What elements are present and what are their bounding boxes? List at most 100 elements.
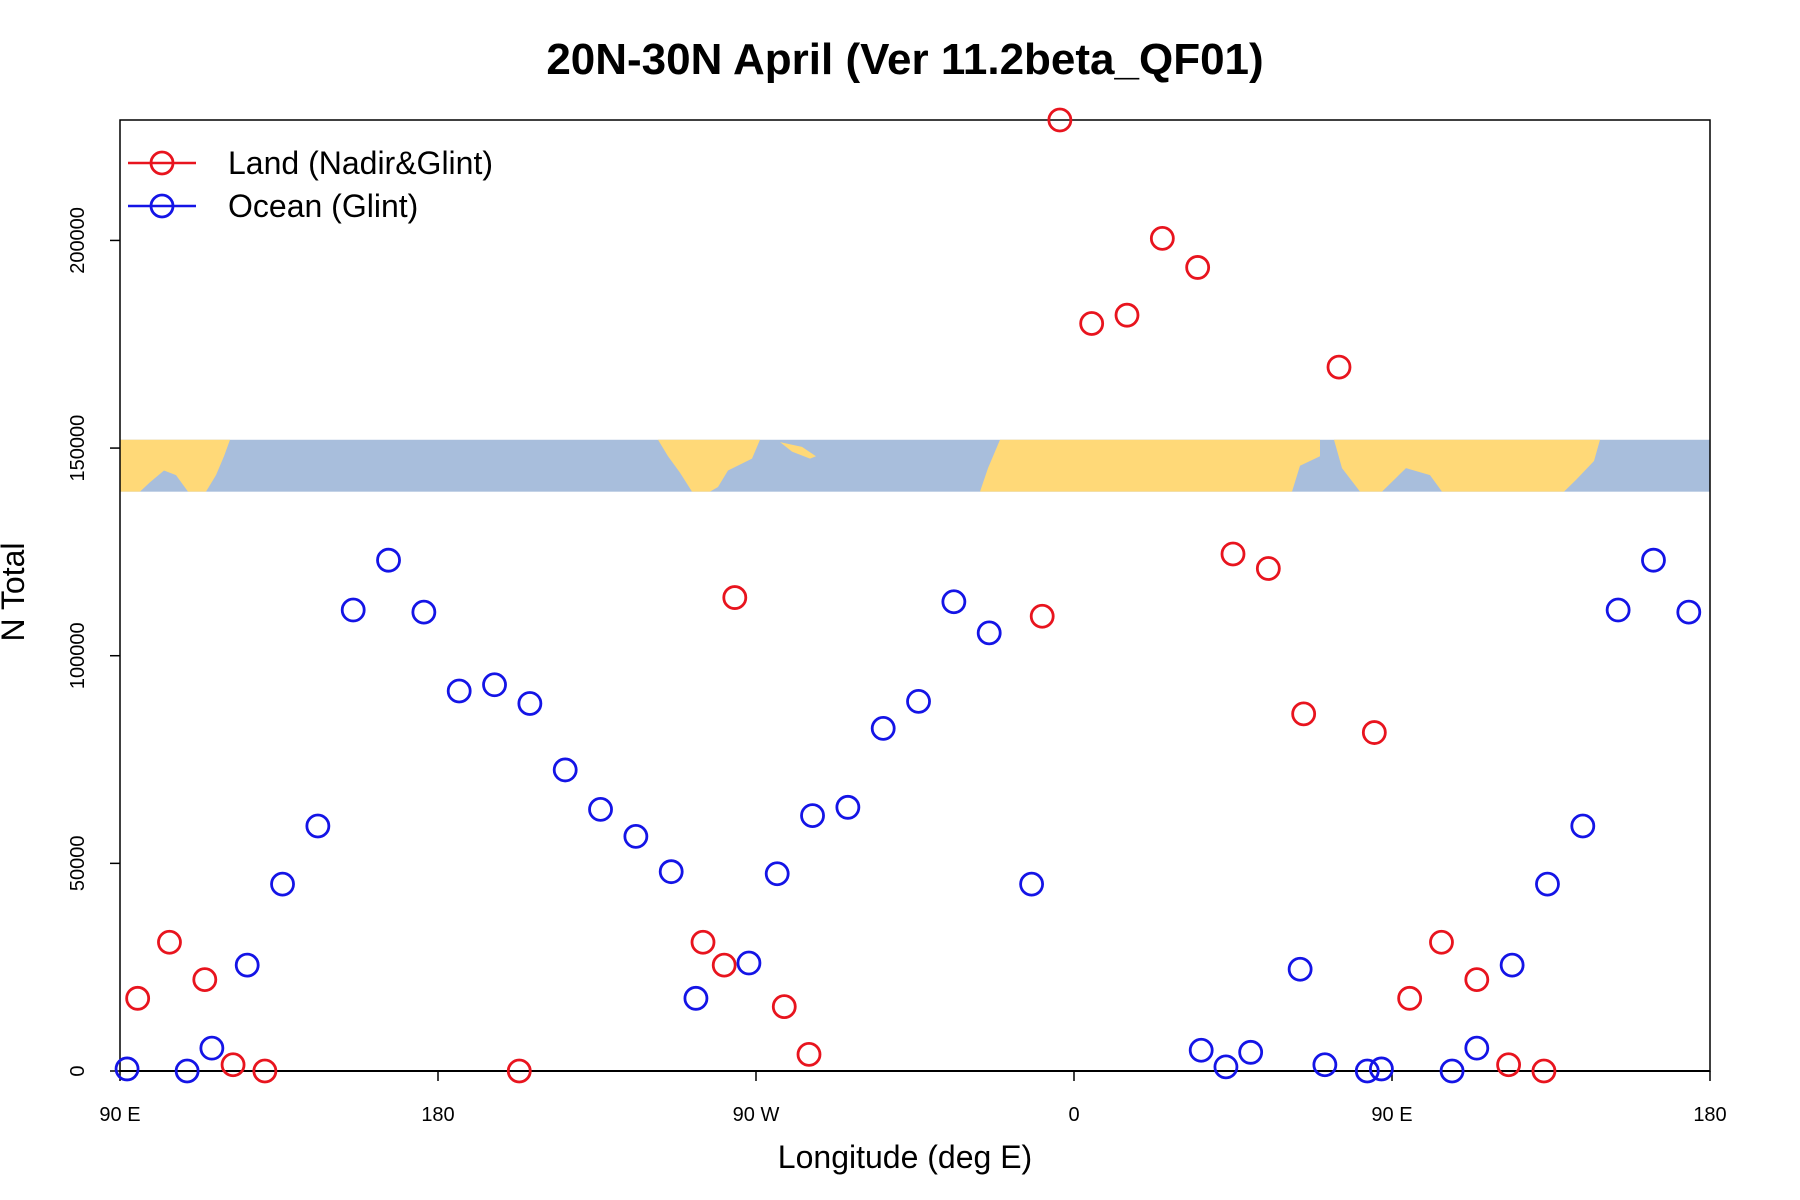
y-tick-label: 150000: [67, 415, 89, 482]
x-tick-label: 90 E: [1371, 1104, 1412, 1126]
map-land: [120, 439, 1600, 492]
legend-land-label: Land (Nadir&Glint): [228, 145, 493, 181]
ocean-point: [1499, 952, 1525, 978]
x-tick-label: 180: [1693, 1104, 1726, 1126]
land-point: [125, 985, 151, 1011]
legend: Land (Nadir&Glint) Ocean (Glint): [128, 145, 493, 224]
x-axis: 90 E 180 90 W 0 90 E 180: [99, 1071, 1727, 1126]
x-tick-label: 180: [421, 1104, 454, 1126]
land-point: [252, 1058, 278, 1084]
ocean-point: [658, 859, 684, 885]
ocean-point: [1439, 1058, 1465, 1084]
land-point: [1029, 603, 1055, 629]
land-point: [1397, 985, 1423, 1011]
land-arabia-india: [1334, 439, 1600, 492]
land-point: [1149, 225, 1175, 251]
ocean-point: [941, 589, 967, 615]
legend-entry-land: Land (Nadir&Glint): [128, 145, 493, 181]
land-point: [192, 967, 218, 993]
ocean-point: [800, 803, 825, 829]
ocean-point: [623, 823, 649, 849]
land-asia-west: [120, 439, 230, 492]
ocean-point: [1570, 813, 1596, 839]
series-ocean: [114, 547, 1702, 1084]
land-point: [1291, 701, 1317, 727]
ocean-point: [1354, 1058, 1380, 1084]
ocean-point: [305, 813, 331, 839]
land-point: [1429, 929, 1454, 955]
ocean-point: [1676, 599, 1702, 625]
ocean-point: [835, 794, 861, 820]
y-axis-label: N Total: [0, 542, 31, 641]
ocean-point: [736, 950, 762, 976]
land-point: [220, 1052, 246, 1078]
legend-land-marker: [149, 150, 175, 176]
ocean-point: [552, 757, 578, 783]
y-axis: 0 50000 100000 150000 200000: [67, 207, 120, 1077]
x-tick-label: 90 E: [99, 1104, 140, 1126]
land-point: [796, 1041, 822, 1067]
plot-frame: [119, 119, 1711, 1072]
ocean-point: [1641, 547, 1666, 573]
ocean-point: [764, 861, 790, 887]
legend-ocean-marker: [149, 193, 175, 219]
ocean-point: [870, 715, 896, 741]
x-tick-label: 90 W: [733, 1104, 780, 1126]
land-point: [1361, 720, 1387, 745]
ocean-point: [446, 678, 472, 704]
land-point: [771, 994, 797, 1020]
ocean-point: [1312, 1052, 1338, 1078]
land-point: [722, 585, 748, 610]
ocean-point: [906, 688, 931, 714]
ocean-point: [1188, 1037, 1214, 1063]
land-point: [1496, 1052, 1521, 1078]
land-point: [1255, 556, 1281, 581]
legend-entry-ocean: Ocean (Glint): [128, 188, 418, 224]
land-point: [506, 1058, 532, 1084]
land-africa: [980, 439, 1320, 492]
y-tick-label: 50000: [67, 836, 89, 892]
x-tick-label: 0: [1068, 1104, 1079, 1126]
ocean-point: [1605, 597, 1631, 623]
x-axis-label: Longitude (deg E): [778, 1139, 1032, 1175]
ocean-point: [683, 985, 709, 1011]
ocean-point: [199, 1035, 225, 1061]
land-north-america: [658, 439, 760, 492]
land-point: [1326, 354, 1352, 380]
ocean-point: [1369, 1056, 1394, 1082]
ocean-point: [270, 871, 295, 897]
ocean-point: [411, 599, 437, 625]
ocean-point: [340, 597, 366, 623]
ocean-point: [1238, 1039, 1264, 1065]
ocean-point: [1019, 871, 1044, 897]
ocean-point: [234, 952, 260, 978]
ocean-point: [1464, 1035, 1490, 1061]
ocean-point: [114, 1056, 140, 1082]
land-point: [1079, 311, 1105, 336]
ocean-point: [1213, 1054, 1239, 1080]
legend-ocean-label: Ocean (Glint): [228, 188, 418, 224]
series-layer: [114, 107, 1702, 1084]
ocean-point: [376, 547, 401, 573]
land-point: [1220, 541, 1246, 567]
series-land: [125, 107, 1557, 1084]
land-point: [1464, 967, 1490, 993]
ocean-point: [482, 672, 507, 698]
land-point: [157, 929, 182, 955]
y-tick-label: 100000: [67, 622, 89, 689]
ocean-point: [517, 691, 543, 716]
land-point: [1114, 302, 1140, 328]
land-point: [711, 952, 737, 978]
land-point: [1047, 107, 1073, 133]
ocean-point: [1535, 871, 1560, 897]
ocean-point: [976, 620, 1002, 646]
land-cuba: [780, 442, 816, 459]
ocean-point: [1287, 956, 1313, 982]
land-point: [1185, 255, 1211, 280]
y-tick-label: 0: [67, 1065, 89, 1076]
chart-title: 20N-30N April (Ver 11.2beta_QF01): [546, 35, 1263, 84]
ocean-point: [588, 796, 613, 822]
land-point: [690, 929, 716, 955]
land-point: [1531, 1058, 1557, 1084]
